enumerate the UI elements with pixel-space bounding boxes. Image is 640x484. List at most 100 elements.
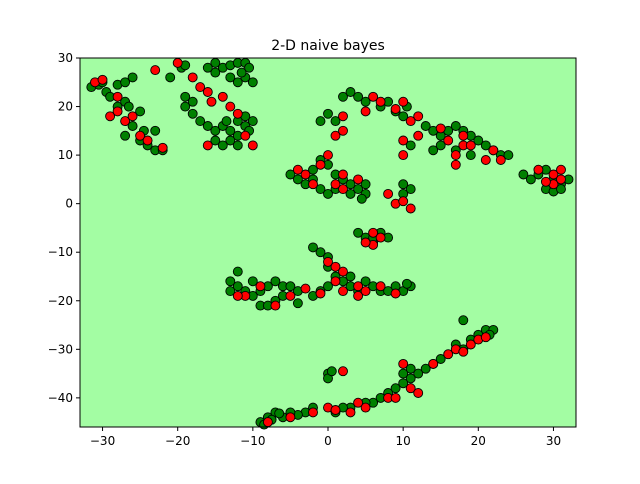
data-point-series-0-37 (202, 62, 213, 73)
data-point-series-1-68 (323, 256, 333, 267)
data-point-series-1-78 (315, 288, 326, 299)
data-point-series-0-155 (292, 298, 303, 309)
data-point-series-0-60 (315, 184, 326, 195)
data-point-series-0-123 (315, 247, 326, 258)
data-point-series-1-82 (255, 281, 266, 292)
data-point-series-1-36 (338, 125, 348, 136)
data-point-series-0-160 (458, 315, 469, 326)
data-point-series-1-47 (413, 130, 424, 141)
data-point-series-1-23 (300, 169, 311, 180)
data-point-series-1-29 (338, 184, 348, 195)
x-tick-label: 10 (396, 434, 411, 448)
data-point-series-1-2 (105, 111, 116, 122)
data-point-series-1-41 (390, 104, 401, 114)
data-point-series-1-44 (398, 150, 409, 161)
data-point-series-1-71 (330, 276, 341, 287)
data-point-series-0-63 (308, 164, 318, 175)
data-point-series-1-45 (398, 135, 409, 146)
data-point-series-0-116 (353, 227, 364, 238)
x-tick-label: 20 (471, 434, 486, 448)
data-points (86, 57, 574, 430)
data-point-series-0-75 (323, 108, 333, 119)
data-point-series-0-171 (413, 368, 424, 379)
data-point-series-0-6 (127, 72, 138, 83)
data-point-series-0-87 (405, 184, 416, 195)
data-point-series-0-5 (120, 77, 131, 88)
data-point-series-1-60 (556, 164, 566, 175)
y-tick-label: −20 (48, 294, 73, 308)
data-point-series-0-36 (210, 67, 221, 78)
data-point-series-1-43 (405, 116, 416, 127)
data-point-series-0-156 (232, 266, 243, 277)
data-point-series-0-20 (165, 72, 176, 83)
data-point-series-1-97 (338, 366, 348, 377)
chart-title: 2-D naive bayes (271, 38, 385, 54)
data-point-series-1-103 (308, 407, 318, 418)
data-point-series-1-72 (338, 286, 348, 297)
data-point-series-0-79 (353, 91, 364, 102)
y-tick-label: 20 (58, 100, 73, 114)
data-point-series-0-55 (221, 116, 232, 127)
data-point-series-0-173 (398, 378, 409, 389)
data-point-series-0-57 (292, 174, 303, 185)
data-point-series-1-89 (443, 349, 454, 360)
data-point-series-0-143 (232, 281, 243, 292)
data-point-series-1-64 (368, 227, 379, 238)
data-point-series-0-72 (345, 188, 356, 199)
data-point-series-0-148 (270, 276, 281, 287)
data-point-series-0-130 (360, 276, 371, 287)
data-point-series-1-50 (450, 150, 461, 161)
data-point-series-1-73 (353, 281, 364, 292)
data-point-series-1-99 (330, 405, 341, 415)
data-point-series-1-62 (556, 174, 566, 185)
data-point-series-1-77 (390, 288, 401, 299)
data-point-series-0-107 (525, 174, 536, 185)
data-point-series-1-100 (360, 402, 371, 413)
data-point-series-0-101 (503, 150, 514, 161)
data-point-series-1-91 (458, 346, 469, 357)
data-point-series-0-106 (518, 169, 529, 180)
data-point-series-1-48 (435, 123, 446, 134)
data-point-series-1-84 (232, 290, 243, 301)
data-point-series-1-9 (112, 91, 123, 102)
data-point-series-0-115 (556, 184, 566, 195)
data-point-series-1-54 (465, 140, 476, 151)
data-point-series-0-71 (356, 193, 367, 204)
data-point-series-1-26 (323, 150, 333, 161)
data-point-series-0-68 (345, 179, 356, 190)
x-tick-label: −20 (165, 434, 190, 448)
data-point-series-1-31 (383, 188, 394, 199)
data-point-series-0-177 (390, 383, 401, 394)
data-point-series-1-33 (398, 196, 409, 207)
data-point-series-1-75 (360, 286, 371, 297)
data-point-series-1-104 (285, 412, 296, 423)
data-point-series-0-41 (202, 121, 213, 131)
data-point-series-1-6 (135, 130, 146, 141)
data-point-series-0-90 (420, 121, 431, 131)
data-point-series-1-55 (480, 155, 491, 165)
data-point-series-1-67 (360, 237, 371, 248)
data-point-series-1-69 (330, 261, 341, 272)
data-point-series-0-10 (127, 121, 138, 131)
data-point-series-0-137 (401, 278, 412, 289)
y-tick-label: 30 (58, 51, 73, 65)
data-point-series-0-9 (135, 106, 146, 117)
data-point-series-1-57 (495, 155, 506, 165)
data-point-series-1-88 (428, 358, 439, 369)
data-point-series-1-20 (232, 108, 243, 119)
data-point-series-1-16 (206, 96, 217, 107)
data-point-series-1-86 (405, 383, 416, 394)
data-point-series-0-80 (360, 96, 371, 107)
y-axis: −40 −30 −20 −10 0 10 20 30 (48, 51, 80, 405)
data-point-series-0-122 (308, 242, 318, 253)
data-point-series-0-182 (326, 366, 337, 377)
data-point-series-1-92 (465, 339, 476, 350)
data-point-series-1-12 (187, 72, 198, 83)
x-tick-label: −30 (90, 434, 115, 448)
data-point-series-0-48 (210, 135, 221, 146)
data-point-series-1-42 (398, 96, 409, 107)
data-point-series-1-11 (172, 57, 183, 68)
data-point-series-1-18 (240, 130, 251, 141)
data-point-series-1-30 (353, 174, 364, 185)
